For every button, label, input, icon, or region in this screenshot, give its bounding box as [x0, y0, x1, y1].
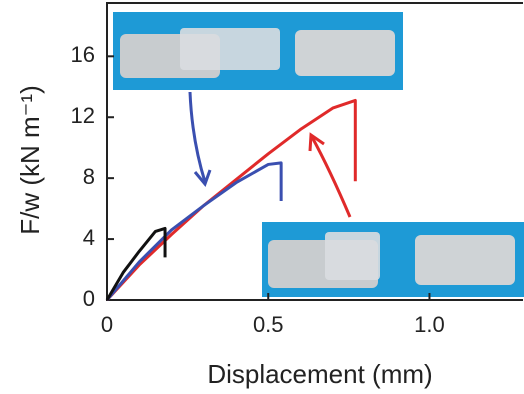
inset-photo-top — [113, 12, 403, 90]
y-tick-label: 12 — [71, 103, 95, 128]
data-line — [105, 98, 357, 302]
y-axis-label: F/w (kN m⁻¹) — [15, 85, 45, 234]
inset-photo-bottom — [262, 222, 524, 297]
arrow-blue — [188, 91, 212, 187]
y-tick-label: 4 — [83, 225, 95, 250]
data-line — [105, 161, 283, 301]
y-tick-label: 8 — [83, 164, 95, 189]
x-tick-label: 0.5 — [253, 312, 284, 337]
axis-frame — [106, 2, 523, 301]
x-axis-label: Displacement (mm) — [207, 359, 432, 389]
arrow-red — [308, 132, 352, 218]
data-line — [105, 226, 167, 301]
x-tick-label: 0 — [101, 312, 113, 337]
y-tick-label: 0 — [83, 286, 95, 311]
y-tick-label: 16 — [71, 42, 95, 67]
x-tick-label: 1.0 — [414, 312, 445, 337]
